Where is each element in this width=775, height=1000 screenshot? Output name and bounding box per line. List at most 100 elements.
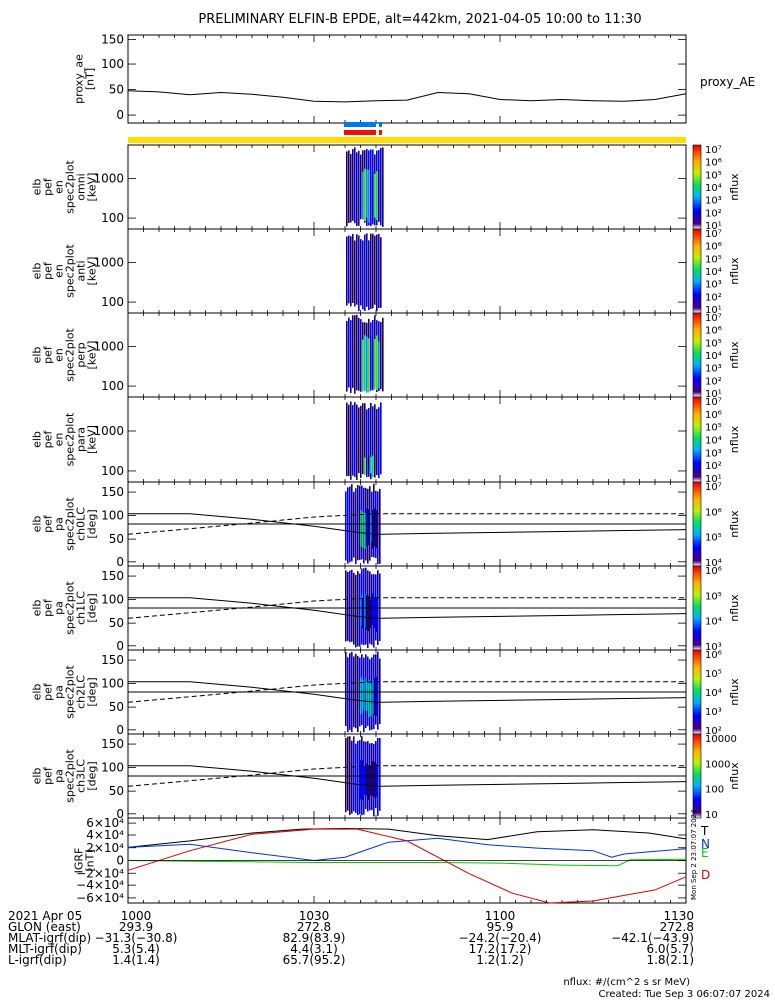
spectrogram-cell-ch1	[372, 593, 374, 626]
y-tick-label: 1000	[93, 340, 124, 354]
spectrogram-cell-anti	[370, 233, 372, 309]
spectrogram-cell-omni	[350, 154, 352, 223]
y-axis-label: en	[53, 348, 66, 362]
spectrogram-cell-omni	[364, 168, 366, 222]
spectrogram-cell-omni	[372, 172, 374, 218]
status-bar-blue-tick	[379, 122, 382, 127]
spectrogram-cell-perp	[348, 317, 350, 388]
spectrogram-cell-ch1	[361, 568, 363, 645]
y-tick-label: 50	[109, 83, 124, 97]
y-axis-label: elb	[31, 768, 44, 785]
y-tick-label: 150	[101, 569, 124, 583]
spectrogram-cell-ch1	[364, 594, 366, 628]
y-axis-label: elb	[31, 347, 44, 364]
spectrogram-cell-anti	[374, 235, 376, 305]
spectrogram-cell-ch3	[353, 736, 355, 812]
spectrogram-cell-ch2	[375, 654, 377, 725]
spectrogram-cell-ch0	[360, 510, 362, 547]
spectrogram-cell-anti	[350, 236, 352, 307]
proxy-ae-legend: proxy_AE	[700, 75, 755, 89]
igrf-legend-E: E	[701, 846, 709, 860]
line-group	[127, 90, 687, 904]
spectrogram-cell-perp	[372, 340, 374, 391]
colorbar-tick-label: 10⁵	[705, 254, 722, 265]
spectrogram-cell-ch0	[362, 512, 364, 548]
spectrogram-cell-ch3	[370, 766, 372, 796]
status-bar-red	[344, 130, 376, 135]
spectrogram-cell-omni	[380, 147, 382, 226]
y-axis-label: pef	[42, 261, 55, 280]
footer-value: 82.9(83.9)	[283, 931, 346, 945]
spectrogram-cell-para	[358, 407, 360, 474]
colorbar-tick-label: 10⁵	[705, 591, 722, 602]
spectrogram-cell-ch1	[371, 574, 373, 645]
y-axis-label: elb	[31, 179, 44, 196]
panel-frame-perp	[127, 312, 687, 398]
y-axis-label: pef	[42, 598, 55, 617]
y-axis-label: [keV]	[86, 341, 99, 370]
y-axis-label: proxy_ae	[73, 54, 86, 104]
spectrogram-cell-ch3	[355, 743, 357, 813]
colorbar-tick-label: 10³	[705, 707, 722, 718]
colorbar-tick-label: 10³	[705, 642, 722, 653]
spectrogram-cell-para	[366, 409, 368, 478]
y-tick-label: 0	[116, 639, 124, 653]
spectrogram-cell-ch2	[347, 657, 349, 733]
footer-row-label: GLON (east)	[8, 920, 81, 934]
spectrogram-cell-anti	[352, 233, 354, 303]
colorbar-tick-label: 10¹	[705, 389, 722, 400]
y-axis-label: [nT]	[84, 68, 97, 90]
spectrogram-cell-ch2	[368, 680, 370, 717]
spectrogram-cell-ch0	[377, 491, 379, 565]
y-tick-label: 0	[116, 854, 124, 868]
igrf-legend-D: D	[701, 868, 710, 882]
proxy-ae-line	[127, 90, 687, 103]
spectrogram-cell-ch3	[371, 743, 373, 811]
colorbar-tick-label: 10³	[705, 196, 722, 207]
spectrogram-cell-para	[348, 404, 350, 476]
spectrogram-cell-para	[374, 455, 376, 470]
y-axis-label: spec2plot	[64, 749, 77, 803]
y-axis-label: pa	[53, 685, 66, 699]
y-axis-label: pef	[42, 345, 55, 364]
colorbar-anti	[692, 228, 702, 314]
y-axis-label: [nT]	[84, 849, 97, 871]
spectrogram-cell-para	[354, 402, 356, 477]
spectrogram-cell-ch3	[366, 763, 368, 796]
spectrogram-cell-omni	[376, 171, 378, 221]
y-axis-label: para	[75, 427, 88, 452]
colorbar-tick-label: 10⁷	[705, 229, 722, 240]
y-axis-label: perp	[75, 342, 88, 367]
y-axis-label: pa	[53, 601, 66, 615]
y-tick-label: 50	[109, 616, 124, 630]
footer-value: 293.9	[119, 920, 153, 934]
spectrogram-cell-ch0	[373, 483, 375, 558]
spectrogram-cell-ch2	[362, 679, 364, 711]
y-axis-label: pa	[53, 769, 66, 783]
colorbar-tick-label: 10³	[705, 448, 722, 459]
footer-value: −42.1(−43.9)	[611, 931, 694, 945]
spectrogram-cell-omni	[346, 151, 348, 227]
footer-value: 6.0(5.7)	[646, 942, 694, 956]
loss-cone-line-ch2	[128, 681, 687, 703]
colorbar-tick-label: 10⁶	[705, 410, 722, 421]
spectrogram-cell-para	[368, 455, 370, 471]
spectrogram-cell-anti	[348, 235, 350, 304]
spectrogram-cell-omni	[352, 149, 354, 221]
y-tick-label: 100	[101, 761, 124, 775]
spectrogram-cell-para	[380, 402, 382, 475]
spectrogram-cell-anti	[356, 234, 358, 305]
spectrogram-cell-ch3	[374, 761, 376, 798]
colorbar-tick-label: 10²	[705, 461, 722, 472]
y-axis-label: spec2plot	[64, 581, 77, 635]
spectrogram-cell-ch0	[374, 508, 376, 547]
spectrogram-cell-ch1	[349, 570, 351, 643]
colorbar-tick-label: 10²	[705, 726, 722, 737]
spectrogram-cell-omni	[360, 154, 362, 220]
spectrogram-cell-anti	[376, 234, 378, 312]
colorbar-tick-label: 10⁴	[705, 183, 722, 194]
spectrogram-cell-omni	[356, 152, 358, 226]
spectrogram-cell-perp	[376, 335, 378, 390]
spectrogram-cell-para	[374, 404, 376, 478]
